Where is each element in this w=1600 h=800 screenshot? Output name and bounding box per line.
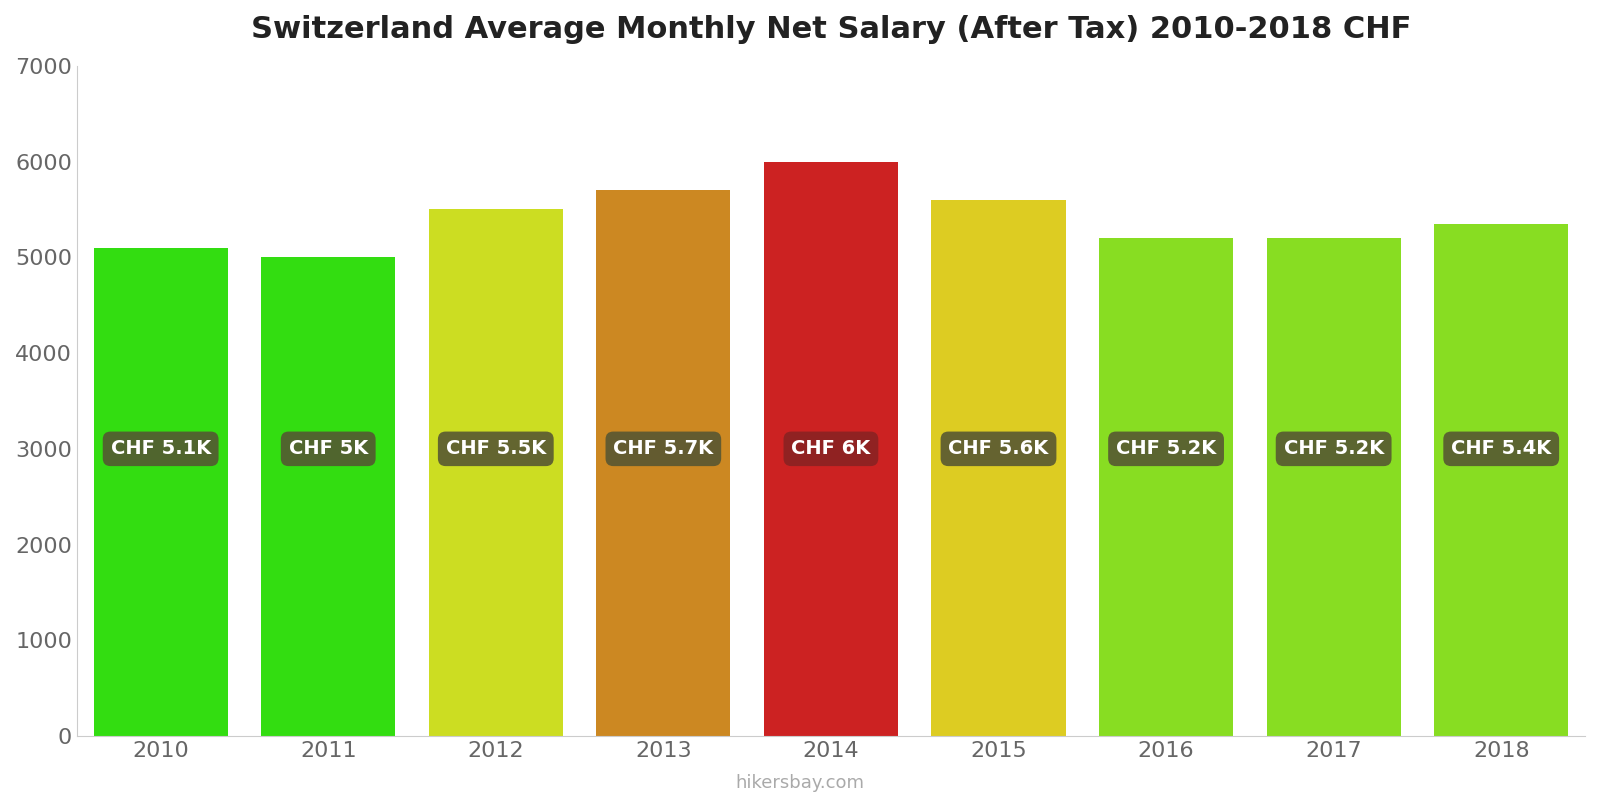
Text: CHF 5.5K: CHF 5.5K <box>446 439 546 458</box>
Bar <box>1267 238 1400 736</box>
Text: CHF 5.2K: CHF 5.2K <box>1115 439 1216 458</box>
Bar <box>1099 238 1234 736</box>
Title: Switzerland Average Monthly Net Salary (After Tax) 2010-2018 CHF: Switzerland Average Monthly Net Salary (… <box>251 15 1411 44</box>
Text: CHF 5.2K: CHF 5.2K <box>1283 439 1384 458</box>
Text: CHF 5.7K: CHF 5.7K <box>613 439 714 458</box>
Text: CHF 5K: CHF 5K <box>288 439 368 458</box>
Bar <box>94 248 227 736</box>
Bar <box>597 190 730 736</box>
Text: hikersbay.com: hikersbay.com <box>736 774 864 792</box>
Text: CHF 5.1K: CHF 5.1K <box>110 439 211 458</box>
Bar <box>931 200 1066 736</box>
Text: CHF 5.4K: CHF 5.4K <box>1451 439 1552 458</box>
Text: CHF 5.6K: CHF 5.6K <box>949 439 1048 458</box>
Bar <box>429 210 563 736</box>
Bar <box>763 162 898 736</box>
Text: CHF 6K: CHF 6K <box>792 439 870 458</box>
Bar <box>261 258 395 736</box>
Bar <box>1434 224 1568 736</box>
